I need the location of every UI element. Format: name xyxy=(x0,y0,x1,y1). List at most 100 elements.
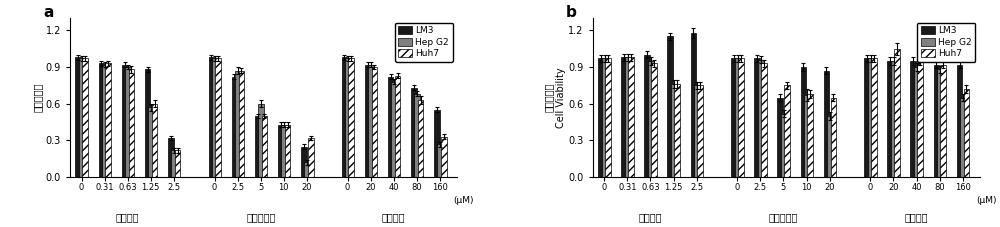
Bar xyxy=(868,59,874,177)
Bar xyxy=(434,110,440,177)
Bar xyxy=(914,67,920,177)
Bar xyxy=(304,162,310,177)
Bar xyxy=(605,59,611,177)
Bar xyxy=(644,55,650,177)
Bar xyxy=(934,65,939,177)
Y-axis label: 细胞存活率: 细胞存活率 xyxy=(33,83,43,112)
Bar xyxy=(232,77,237,177)
Bar xyxy=(145,69,150,177)
Bar xyxy=(105,63,111,177)
Bar xyxy=(168,138,174,177)
Bar xyxy=(735,59,741,177)
Bar xyxy=(831,98,836,177)
Text: 盐酸阿霉素: 盐酸阿霉素 xyxy=(246,212,275,222)
Bar xyxy=(171,150,177,177)
Bar xyxy=(781,114,787,177)
Bar xyxy=(937,69,943,177)
Bar xyxy=(777,98,783,177)
Bar xyxy=(671,84,677,177)
Bar xyxy=(308,138,314,177)
Bar xyxy=(754,59,760,177)
Bar xyxy=(940,65,946,177)
Bar xyxy=(262,116,267,177)
Bar xyxy=(175,150,180,177)
Legend: LM3, Hep G2, Huh7: LM3, Hep G2, Huh7 xyxy=(395,23,453,62)
Bar xyxy=(235,71,241,177)
Bar xyxy=(910,61,916,177)
Bar xyxy=(784,85,790,177)
Bar xyxy=(761,63,767,177)
Text: 盐酸阿霉素: 盐酸阿霉素 xyxy=(769,212,798,222)
Bar xyxy=(281,124,287,177)
Bar xyxy=(957,65,962,177)
Bar xyxy=(738,59,744,177)
Bar xyxy=(239,71,244,177)
Bar xyxy=(82,59,88,177)
Bar xyxy=(365,65,370,177)
Bar xyxy=(388,77,393,177)
Bar xyxy=(122,65,127,177)
Bar xyxy=(891,61,897,177)
Bar xyxy=(342,57,347,177)
Bar xyxy=(372,67,377,177)
Bar xyxy=(285,124,290,177)
Bar xyxy=(648,61,654,177)
Bar xyxy=(731,59,737,177)
Y-axis label: 细胞存活率
Cell Viability: 细胞存活率 Cell Viability xyxy=(544,67,566,128)
Bar xyxy=(411,88,417,177)
Bar xyxy=(391,82,397,177)
Bar xyxy=(368,65,374,177)
Text: 索拉非尼: 索拉非尼 xyxy=(116,212,139,222)
Bar xyxy=(625,57,631,177)
Bar xyxy=(441,137,447,177)
Bar xyxy=(964,89,969,177)
Text: 顺氯氨铂: 顺氯氨铂 xyxy=(905,212,928,222)
Bar xyxy=(129,69,134,177)
Bar xyxy=(602,59,607,177)
Bar xyxy=(621,57,627,177)
Bar xyxy=(258,104,264,177)
Bar xyxy=(894,49,900,177)
Bar xyxy=(102,65,108,177)
Bar xyxy=(75,57,81,177)
Bar xyxy=(152,104,157,177)
Bar xyxy=(651,63,657,177)
Text: a: a xyxy=(43,5,53,20)
Bar xyxy=(628,57,634,177)
Text: 顺氯氨铂: 顺氯氨铂 xyxy=(382,212,406,222)
Text: b: b xyxy=(566,5,577,20)
Text: 索拉非尼: 索拉非尼 xyxy=(639,212,662,222)
Bar xyxy=(804,95,810,177)
Bar xyxy=(414,94,420,177)
Bar xyxy=(125,67,131,177)
Bar xyxy=(255,116,260,177)
Bar xyxy=(871,59,877,177)
Bar xyxy=(99,63,104,177)
Bar xyxy=(887,61,893,177)
Bar xyxy=(212,59,218,177)
Bar xyxy=(79,59,85,177)
Text: (μM): (μM) xyxy=(976,196,997,205)
Bar xyxy=(691,33,696,177)
Bar xyxy=(667,37,673,177)
Bar xyxy=(864,59,870,177)
Legend: LM3, Hep G2, Huh7: LM3, Hep G2, Huh7 xyxy=(917,23,975,62)
Bar xyxy=(395,76,400,177)
Bar xyxy=(917,61,923,177)
Bar xyxy=(960,98,966,177)
Bar xyxy=(824,71,829,177)
Bar xyxy=(437,144,443,177)
Bar xyxy=(418,100,423,177)
Bar xyxy=(807,94,813,177)
Bar xyxy=(697,85,703,177)
Bar xyxy=(827,116,833,177)
Bar xyxy=(301,146,307,177)
Text: (μM): (μM) xyxy=(453,196,474,205)
Bar xyxy=(674,84,680,177)
Bar xyxy=(348,59,354,177)
Bar xyxy=(148,107,154,177)
Bar xyxy=(345,59,351,177)
Bar xyxy=(758,60,764,177)
Bar xyxy=(598,59,604,177)
Bar xyxy=(694,85,700,177)
